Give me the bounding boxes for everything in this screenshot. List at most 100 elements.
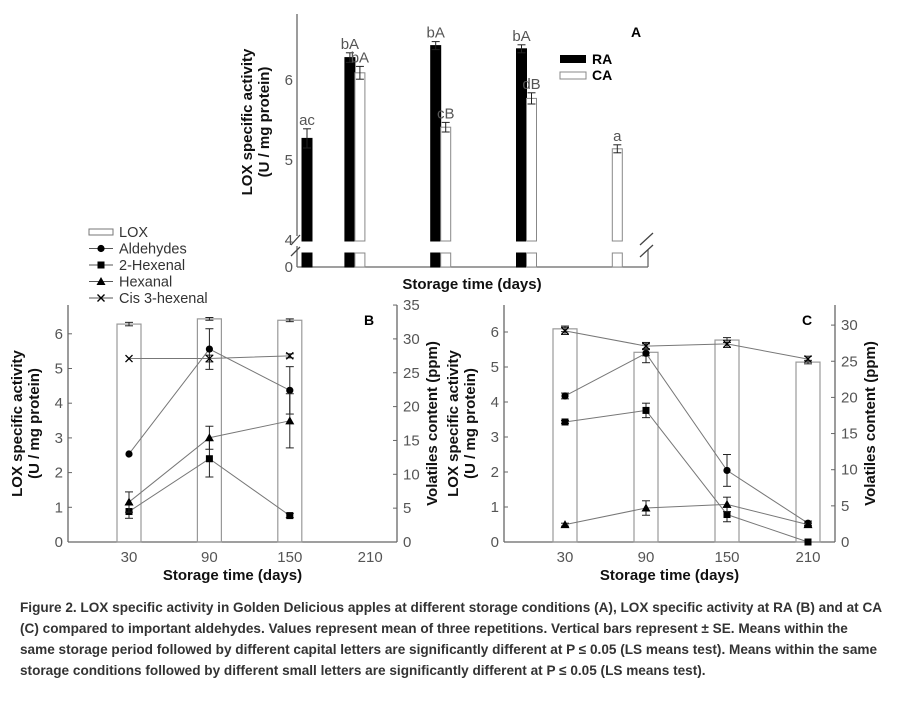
panel-c-lox-bar (552, 328, 578, 543)
panel-c-y2-tick: 0 (841, 534, 849, 551)
legend-hexanal-marker (96, 277, 106, 285)
panel-c-point-aldehydes (642, 349, 650, 357)
panel-b-label: B (364, 312, 374, 328)
panel-b-y2-tick: 30 (403, 331, 420, 348)
panel-c-point-aldehydes (561, 392, 569, 400)
panel-b-point-aldehydes (286, 386, 294, 394)
panel-c-line-aldehydes (564, 352, 809, 524)
panel-b-point-cis-3-hexenal (285, 351, 294, 360)
panel-c-y2-tick: 25 (841, 353, 858, 370)
panel-c-point-2-hexenal (804, 538, 812, 546)
panel-a-letter-label: bA (427, 25, 445, 42)
panel-b-y-tick: 3 (55, 430, 63, 447)
panel-b-x-tick: 90 (201, 549, 218, 566)
panel-b-y-tick: 5 (55, 361, 63, 378)
figure-caption: Figure 2. LOX specific activity in Golde… (20, 600, 882, 678)
panel-b-y-tick: 6 (55, 326, 63, 343)
panel-a-letter-label: a (613, 128, 622, 145)
panel-a-bar-ca (440, 126, 452, 242)
panel-a-bar-base-ca (440, 252, 452, 268)
panel-c-point-2-hexenal (561, 418, 569, 426)
legend-lox-label: LOX (119, 225, 148, 241)
panel-c-x-tick: 210 (795, 549, 820, 566)
panel-b-y-label: LOX specific activity(U / mg protein) (9, 349, 43, 496)
legend-ca-swatch (559, 71, 587, 80)
panel-c-y2-label: Volatiles content (ppm) (862, 341, 879, 506)
legend-hexanal-label: Hexanal (119, 275, 172, 291)
panel-b-x-label: Storage time (days) (163, 567, 302, 584)
panel-c-y-tick: 3 (491, 429, 499, 446)
panel-a-y-tick: 4 (285, 232, 293, 249)
panel-c-y-tick: 5 (491, 359, 499, 376)
panel-b-y2-tick: 35 (403, 297, 420, 314)
legend-cis-3-hexenal-marker (97, 294, 105, 302)
panel-c-line-2-hexenal (564, 409, 809, 543)
panel-a-y-label: LOX specific activity(U / mg protein) (239, 48, 273, 195)
panel-a-bar-base-ca (526, 252, 537, 268)
legend-2-hexenal-label: 2-Hexenal (119, 258, 185, 274)
panel-c-line-cis-3-hexenal (564, 330, 809, 360)
panel-a-axis-break (290, 246, 301, 257)
panel-b-point-hexanal (204, 433, 214, 442)
panel-b-y-tick: 1 (55, 499, 63, 516)
panel-c-y2-tick: 5 (841, 498, 849, 515)
panel-b-y2-tick: 5 (403, 500, 411, 517)
panel-a-y-tick: 0 (285, 259, 293, 276)
panel-b-x-tick: 30 (121, 549, 138, 566)
panel-b-y2-tick: 25 (403, 365, 420, 382)
panel-a-bar-base-ca (611, 252, 623, 268)
panel-c-line-hexanal (564, 503, 809, 526)
panel-a-axis-break (639, 244, 654, 258)
panel-a-y-tick: 6 (285, 72, 293, 89)
panel-c-y-tick: 6 (491, 324, 499, 341)
panel-a-bar-base-ra (301, 252, 313, 268)
panel-c-y2-tick: 15 (841, 426, 858, 443)
panel-c-point-hexanal (641, 503, 651, 512)
panel-a-bar-ca (611, 148, 623, 242)
panel-b-x-tick: 210 (358, 549, 383, 566)
panel-c-y-tick: 0 (491, 534, 499, 551)
panel-c-point-2-hexenal (723, 511, 731, 519)
panel-a-bar-base-ra (516, 252, 527, 268)
panel-c-y-tick: 2 (491, 464, 499, 481)
panel-c-point-cis-3-hexenal (804, 355, 812, 364)
panel-c-y2-tick: 20 (841, 389, 858, 406)
panel-b-y-tick: 2 (55, 465, 63, 482)
panel-a-bar-base-ra (430, 252, 442, 268)
legend-aldehydes-label: Aldehydes (119, 242, 187, 258)
panel-c-point-hexanal (722, 499, 732, 508)
panel-c-point-hexanal (560, 520, 570, 529)
panel-b-y2-tick: 10 (403, 466, 420, 483)
panel-a-bar-ca (354, 72, 366, 242)
panel-b-point-2-hexenal (205, 455, 213, 463)
panel-b-point-aldehydes (125, 450, 133, 458)
panel-a-letter-label: cB (437, 105, 455, 122)
panel-c-point-cis-3-hexenal (723, 339, 731, 348)
panel-c-y-label: LOX specific activity(U / mg protein) (445, 349, 479, 496)
panel-c-y2-tick: 30 (841, 317, 858, 334)
panel-a-label: A (631, 24, 641, 40)
panel-b-y2-tick: 0 (403, 534, 411, 551)
panel-c-lox-bar (795, 361, 821, 543)
panel-c-x-tick: 30 (557, 549, 574, 566)
panel-a-letter-label: dB (522, 76, 540, 93)
panel-c-label: C (802, 312, 812, 328)
legend-ra-label: RA (592, 51, 612, 67)
panel-b-y2-tick: 20 (403, 399, 420, 416)
panel-c-point-aldehydes (723, 466, 731, 475)
panel-b-y-tick: 0 (55, 534, 63, 551)
panel-a-x-label: Storage time (days) (402, 276, 541, 293)
panel-c-y-tick: 4 (491, 394, 499, 411)
panel-b-point-2-hexenal (286, 512, 294, 520)
panel-c-x-tick: 90 (638, 549, 655, 566)
panel-c-y2-tick: 10 (841, 462, 858, 479)
panel-b-y-tick: 4 (55, 395, 63, 412)
panel-a-letter-label: bA (341, 36, 359, 53)
panel-c-point-2-hexenal (642, 406, 650, 414)
panel-a-axis-break (290, 234, 301, 246)
legend-cis-3-hexenal-label: Cis 3-hexenal (119, 291, 208, 307)
panel-b-x-tick: 150 (277, 549, 302, 566)
panel-c-point-hexanal (803, 520, 813, 529)
legend-lox-swatch (88, 228, 114, 236)
